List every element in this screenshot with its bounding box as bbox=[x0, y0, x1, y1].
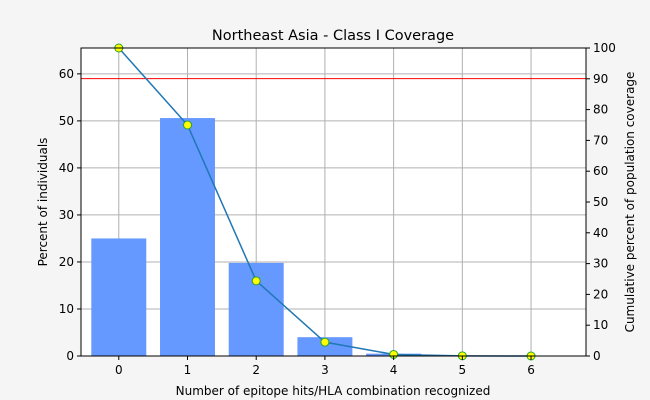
y2-tick-label: 60 bbox=[593, 164, 608, 178]
y2-tick-label: 0 bbox=[593, 349, 601, 363]
y-axis-label: Percent of individuals bbox=[36, 138, 50, 267]
y2-tick-label: 80 bbox=[593, 103, 608, 117]
y2-tick-label: 100 bbox=[593, 41, 616, 55]
y-tick-label: 30 bbox=[59, 208, 74, 222]
y2-tick-label: 70 bbox=[593, 133, 608, 147]
y-axis-ticks: 0 10 20 30 40 50 60 bbox=[59, 67, 81, 363]
x-tick-label: 2 bbox=[252, 363, 260, 377]
line-point bbox=[251, 276, 261, 286]
y-tick-label: 60 bbox=[59, 67, 74, 81]
x-tick-label: 6 bbox=[527, 363, 535, 377]
y2-axis-ticks: 0 10 20 30 40 50 60 70 80 90 100 bbox=[586, 41, 616, 363]
y2-tick-label: 30 bbox=[593, 257, 608, 271]
y-tick-label: 20 bbox=[59, 255, 74, 269]
y2-tick-label: 50 bbox=[593, 195, 608, 209]
x-axis-ticks: 0 1 2 3 4 5 6 bbox=[115, 356, 535, 377]
y-tick-label: 40 bbox=[59, 161, 74, 175]
x-tick-label: 1 bbox=[184, 363, 192, 377]
y2-axis-label: Cumulative percent of population coverag… bbox=[623, 72, 637, 333]
chart-title: Northeast Asia - Class I Coverage bbox=[212, 28, 454, 44]
x-tick-label: 3 bbox=[321, 363, 329, 377]
bar-series bbox=[91, 118, 490, 357]
plot-frame bbox=[80, 47, 587, 357]
plot-area bbox=[81, 48, 586, 356]
x-tick-label: 5 bbox=[459, 363, 467, 377]
x-tick-label: 4 bbox=[390, 363, 398, 377]
x-tick-label: 0 bbox=[115, 363, 123, 377]
y2-tick-label: 10 bbox=[593, 318, 608, 332]
y-tick-label: 10 bbox=[59, 302, 74, 316]
y-tick-label: 0 bbox=[66, 349, 74, 363]
y2-tick-label: 20 bbox=[593, 287, 608, 301]
bar bbox=[91, 238, 147, 356]
y2-tick-label: 90 bbox=[593, 72, 608, 86]
line-point bbox=[320, 337, 330, 347]
y2-tick-label: 40 bbox=[593, 226, 608, 240]
bar bbox=[160, 118, 215, 357]
x-axis-label: Number of epitope hits/HLA combination r… bbox=[176, 384, 491, 398]
line-point bbox=[182, 120, 192, 130]
y-tick-label: 50 bbox=[59, 114, 74, 128]
